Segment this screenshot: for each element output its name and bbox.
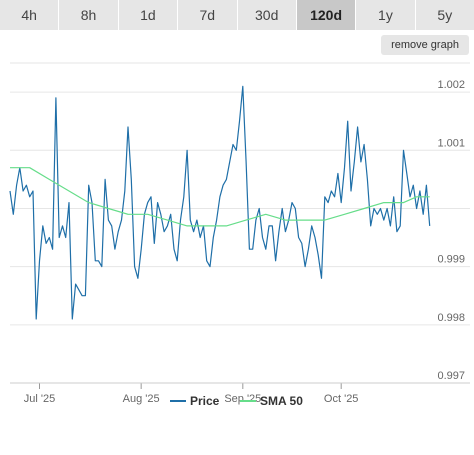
x-tick-label: Sep '25 bbox=[224, 393, 261, 405]
timeframe-tabs: 4h 8h 1d 7d 30d 120d 1y 5y bbox=[0, 0, 474, 30]
tab-1d[interactable]: 1d bbox=[118, 0, 179, 30]
tab-5y[interactable]: 5y bbox=[415, 0, 474, 30]
tab-7d[interactable]: 7d bbox=[178, 0, 238, 30]
legend-price-label[interactable]: Price bbox=[190, 394, 220, 408]
legend-sma-50-label[interactable]: SMA 50 bbox=[260, 394, 303, 408]
tab-8h[interactable]: 8h bbox=[59, 0, 119, 30]
tab-4h[interactable]: 4h bbox=[0, 0, 60, 30]
x-tick-label: Oct '25 bbox=[324, 393, 359, 405]
y-tick-label: 0.998 bbox=[437, 312, 465, 324]
tab-30d[interactable]: 30d bbox=[237, 0, 297, 30]
y-tick-label: 1.002 bbox=[437, 79, 465, 91]
price-line bbox=[9, 85, 431, 320]
x-tick-label: Jul '25 bbox=[24, 393, 55, 405]
y-tick-label: 1.001 bbox=[437, 137, 465, 149]
sma-50-line bbox=[10, 167, 430, 227]
remove-graph-button[interactable]: remove graph bbox=[381, 35, 469, 55]
tab-1y[interactable]: 1y bbox=[356, 0, 416, 30]
x-tick-label: Aug '25 bbox=[123, 393, 160, 405]
y-tick-label: 0.997 bbox=[437, 370, 465, 382]
y-tick-label: 0.999 bbox=[437, 254, 465, 266]
tab-120d[interactable]: 120d bbox=[296, 0, 357, 30]
